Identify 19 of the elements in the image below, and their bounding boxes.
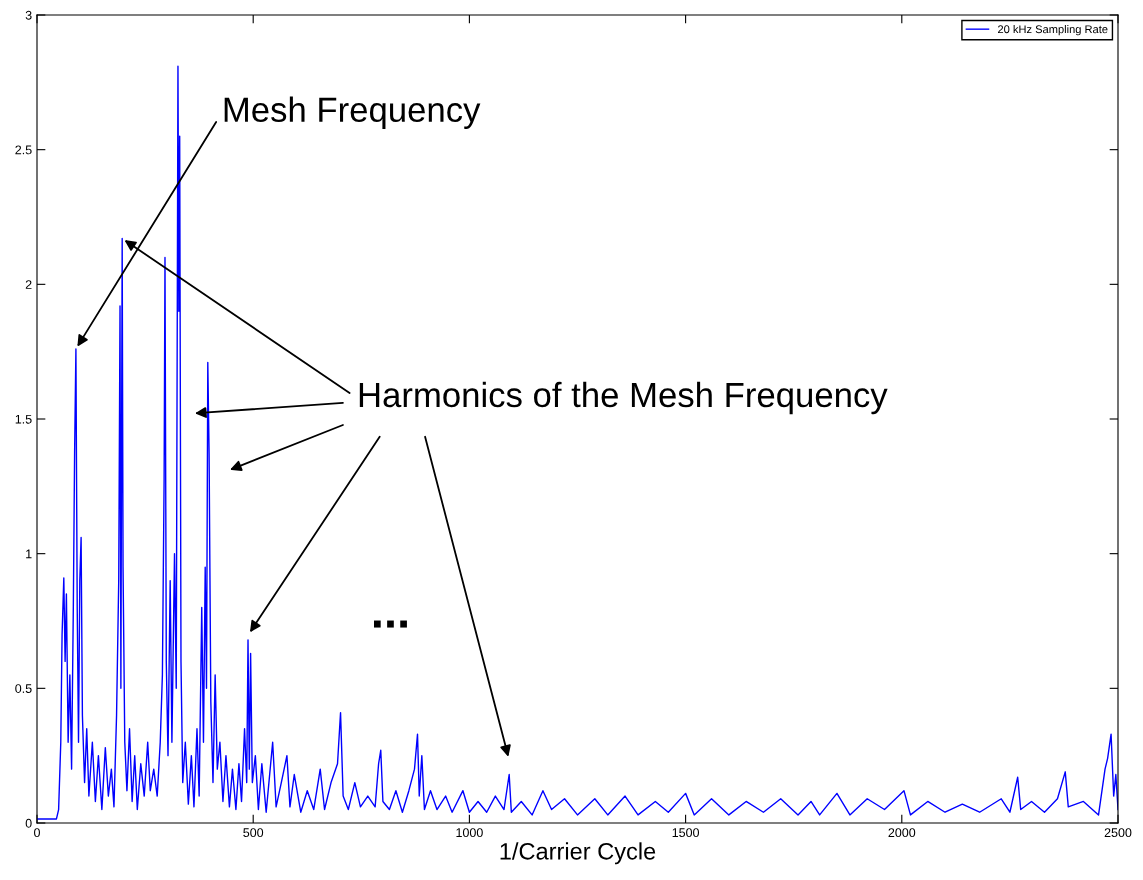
legend-label: 20 kHz Sampling Rate [998,25,1108,36]
y-tick-label: 1 [26,549,32,559]
y-tick-label: 0.5 [15,684,32,693]
x-tick-label: 2000 [888,828,916,838]
x-tick-label: 1500 [672,828,700,838]
x-tick-label: 1000 [456,828,483,838]
y-tick-label: 0 [25,818,32,828]
line-series [37,65,1118,820]
x-tick-label: 2500 [1104,828,1132,838]
x-axis-title: 1/Carrier Cycle [500,842,656,865]
annotation: Harmonics of the Mesh Frequency [359,381,888,415]
x-tick-label: 0 [34,828,40,838]
y-tick-label: 3 [25,10,32,20]
annotation: ... [374,620,407,628]
y-tick-label: 2 [25,280,32,289]
x-tick-label: 500 [243,828,264,838]
annotation: Mesh Frequency [224,96,481,129]
y-tick-label: 2.5 [15,145,32,155]
y-tick-label: 1.5 [15,414,32,424]
